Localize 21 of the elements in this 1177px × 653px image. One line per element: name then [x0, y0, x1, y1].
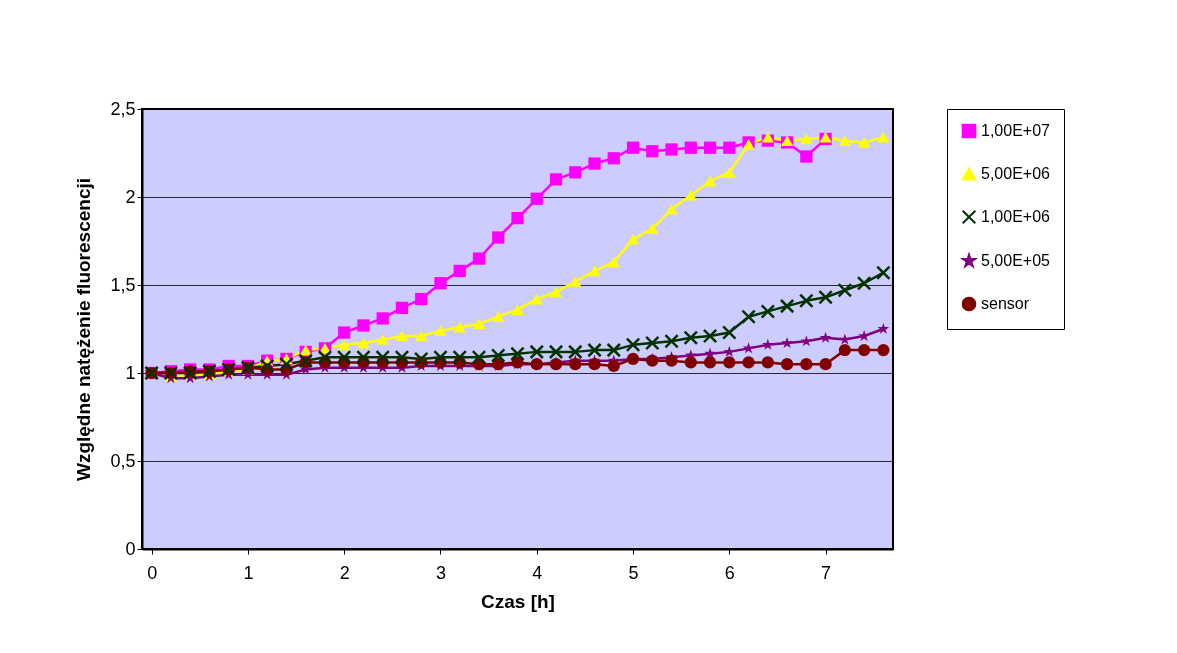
x-tick-label: 2	[339, 562, 350, 583]
y-tick-label: 0,5	[110, 450, 136, 471]
y-tick-label: 1,5	[110, 274, 136, 295]
y-tick-label: 2	[125, 186, 136, 207]
x-tick-label: 6	[724, 562, 735, 583]
legend-label: 1,00E+07	[981, 122, 1051, 139]
y-tick-label: 0	[125, 538, 136, 559]
legend-label: 5,00E+06	[981, 165, 1051, 182]
y-tick-label: 2,5	[110, 98, 136, 119]
x-tick-label: 1	[243, 562, 254, 583]
x-tick-label: 5	[628, 562, 639, 583]
x-axis-title: Czas [h]	[481, 590, 555, 612]
x-tick-label: 3	[435, 562, 446, 583]
y-axis-title: Względne natężenie fluorescencji	[73, 177, 95, 482]
x-tick-label: 7	[821, 562, 832, 583]
x-tick-label: 4	[532, 562, 543, 583]
y-tick-label: 1	[125, 362, 136, 383]
legend-label: 5,00E+05	[981, 252, 1051, 269]
legend-label: sensor	[981, 295, 1030, 312]
legend-label: 1,00E+06	[981, 208, 1051, 225]
x-tick-label: 0	[147, 562, 158, 583]
